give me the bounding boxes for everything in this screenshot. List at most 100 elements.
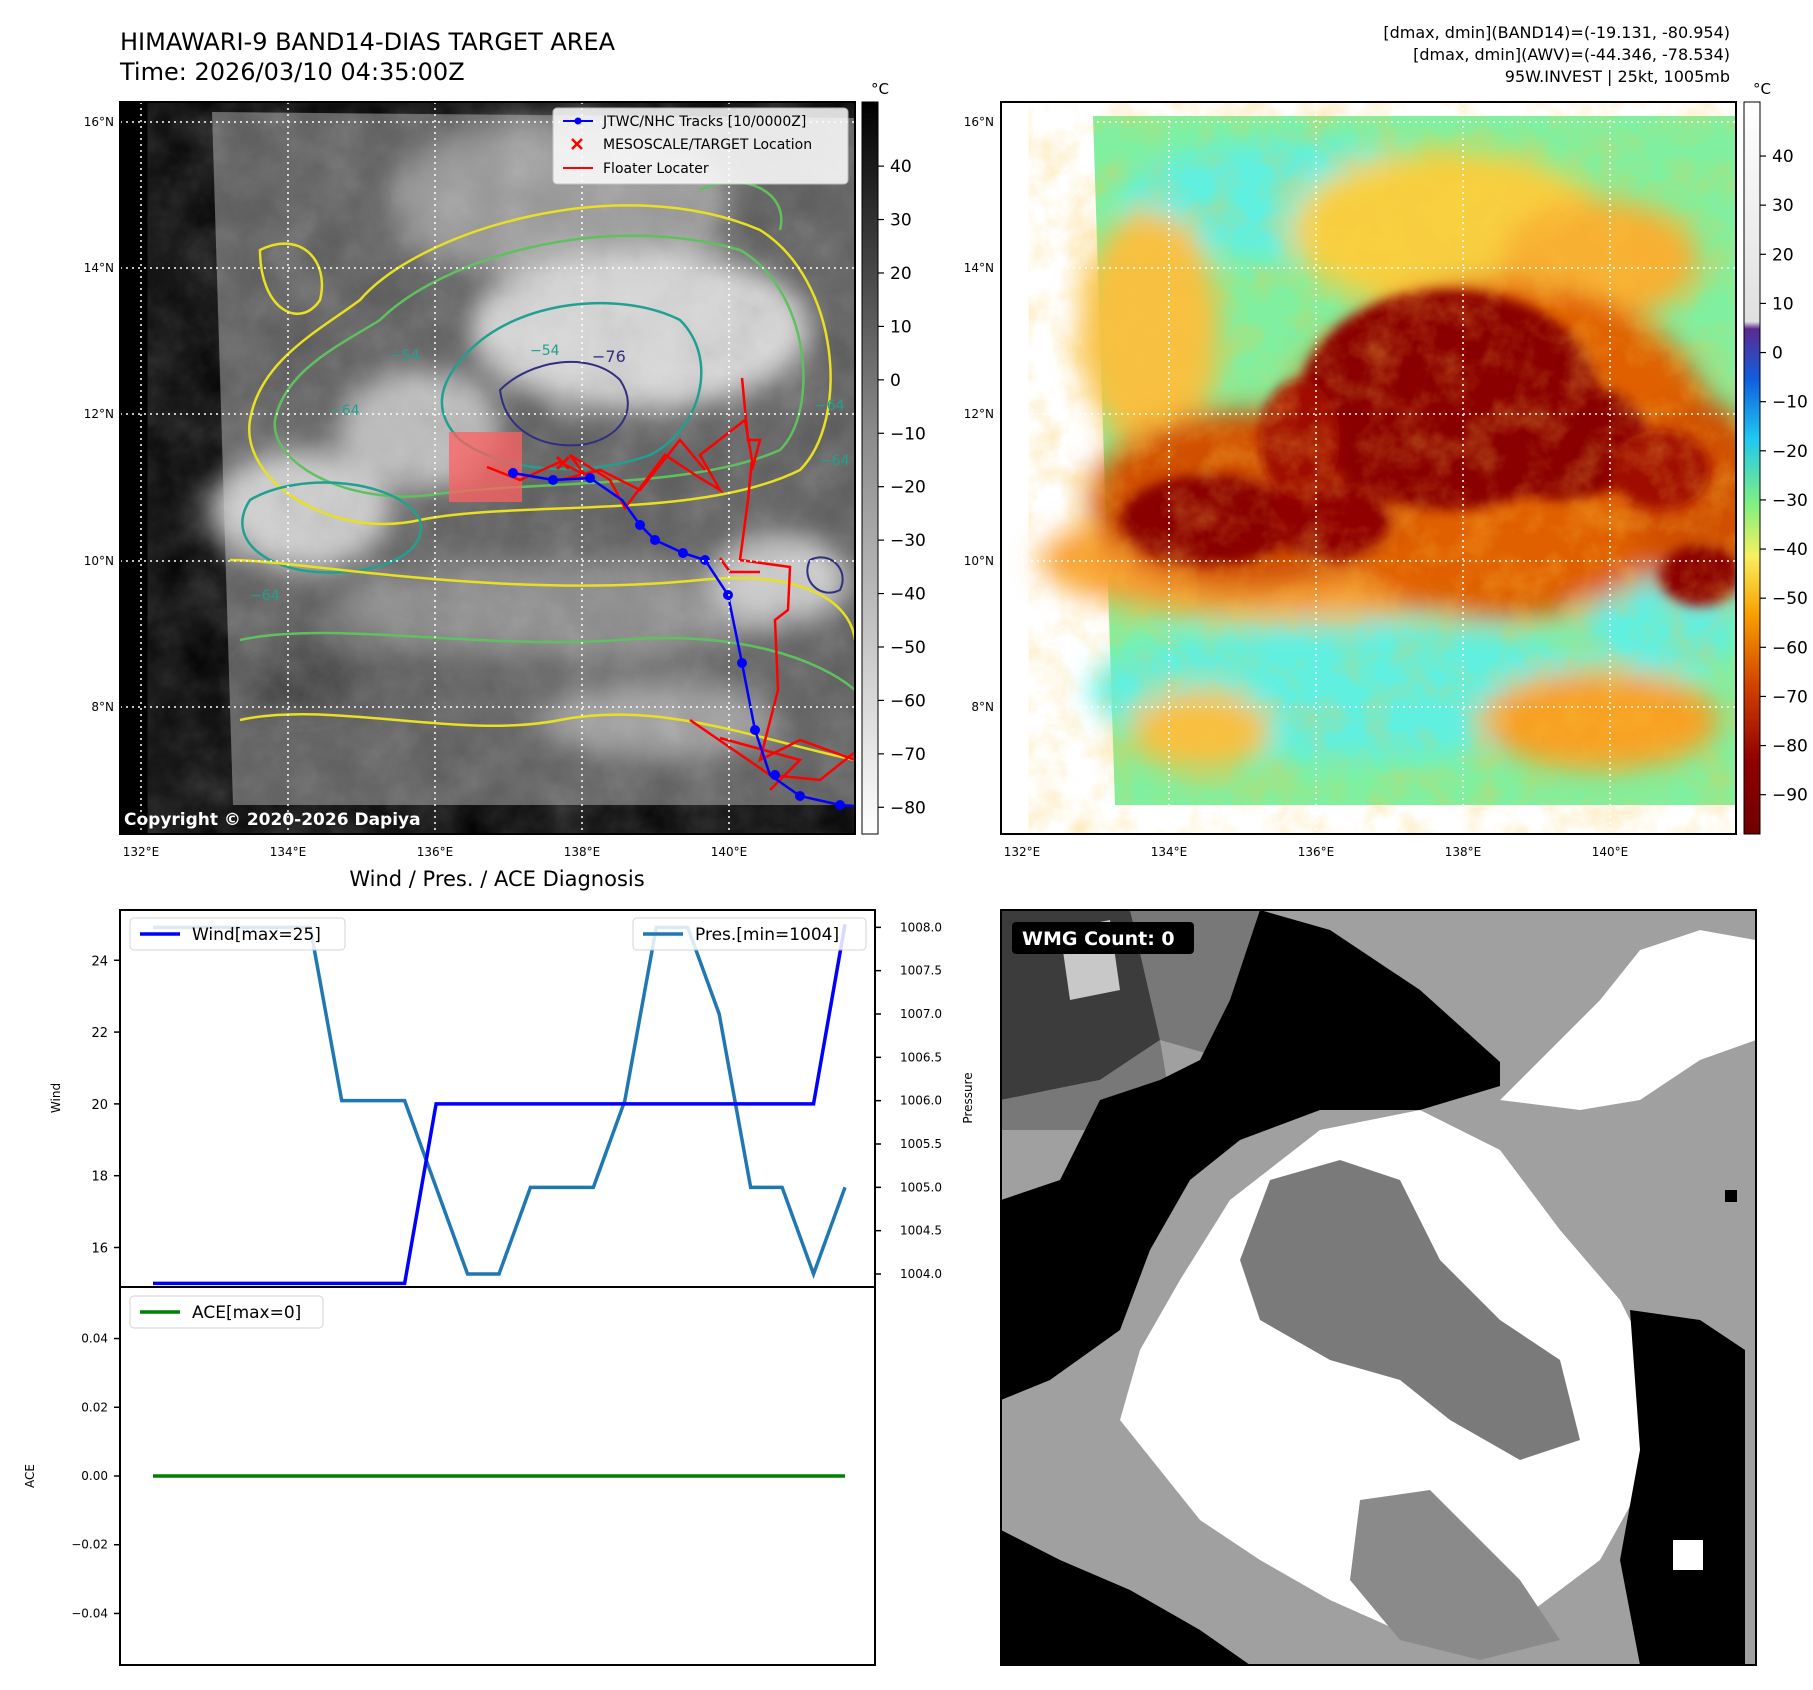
colorbar-tick-label: 20 xyxy=(1772,245,1794,265)
lat-tick: 10°N xyxy=(964,554,994,568)
wmg-count-text: WMG Count: 0 xyxy=(1022,928,1175,950)
contour-label: −64 xyxy=(330,403,360,419)
pressure-tick-label: 1007.5 xyxy=(900,964,942,978)
target-location-marker xyxy=(555,455,571,471)
ir-texture xyxy=(212,112,855,805)
lon-tick: 132°E xyxy=(123,845,160,859)
colorbar-tick-label: −40 xyxy=(1772,540,1808,560)
ir-contours xyxy=(229,180,855,762)
colorbar-tick-label: 10 xyxy=(890,317,912,337)
lat-tick: 16°N xyxy=(84,115,114,129)
wind-series-line xyxy=(153,924,847,1286)
figure-time: Time: 2026/03/10 04:35:00Z xyxy=(119,58,465,86)
lon-tick: 138°E xyxy=(1445,845,1482,859)
color-colorbar: °C 40 30 20 10 0 −10 −20 −30 −40 −50 −60 −70 −80 −90 xyxy=(1743,80,1808,835)
gray-colorbar-unit: °C xyxy=(871,80,889,98)
colorbar-tick-label: −50 xyxy=(1772,589,1808,609)
color-colorbar-bar xyxy=(1743,101,1761,835)
lat-tick: 12°N xyxy=(84,407,114,421)
gray-colorbar: °C 40 30 20 10 0 −10 −20 −30 −40 −50 −60 −70 −80 xyxy=(861,80,926,835)
colorbar-tick-label: −80 xyxy=(890,798,926,818)
wmg-black-band xyxy=(1001,910,1520,1400)
lat-tick: 14°N xyxy=(964,261,994,275)
awv-axis-labels: 132°E 134°E 136°E 138°E 140°E 16°N 14°N … xyxy=(964,115,1629,859)
pressure-tick-label: 1004.5 xyxy=(900,1224,942,1238)
awv-frame xyxy=(1000,101,1737,835)
colorbar-tick-label: −20 xyxy=(890,478,926,498)
legend-target-label: MESOSCALE/TARGET Location xyxy=(603,137,812,153)
ir-axis-labels: 132°E 134°E 136°E 138°E 140°E 16°N 14°N … xyxy=(84,115,748,859)
ace-legend-label: ACE[max=0] xyxy=(192,1303,301,1323)
ir-frame xyxy=(119,101,856,835)
target-area-box xyxy=(449,432,522,502)
lat-tick: 10°N xyxy=(84,554,114,568)
colorbar-tick-label: −20 xyxy=(1772,442,1808,462)
contour-label: −64 xyxy=(250,588,280,604)
ace-legend: ACE[max=0] xyxy=(129,1295,324,1329)
lon-tick: 134°E xyxy=(270,845,307,859)
pressure-tick-label: 1005.0 xyxy=(900,1180,942,1194)
colorbar-tick-label: −60 xyxy=(1772,638,1808,658)
colorbar-tick-label: 30 xyxy=(1772,196,1794,216)
colorbar-tick-label: 30 xyxy=(890,211,912,231)
wind-tick-label: 16 xyxy=(91,1242,108,1257)
ace-tick-label: 0.02 xyxy=(81,1400,108,1414)
wmg-gray-top xyxy=(1500,910,1756,1100)
lon-tick: 136°E xyxy=(1298,845,1335,859)
pressure-tick-label: 1008.0 xyxy=(900,920,942,934)
ir-gridlines xyxy=(120,102,855,834)
colorbar-tick-label: 10 xyxy=(1772,294,1794,314)
colorbar-tick-label: 0 xyxy=(1772,344,1783,364)
dmax-band14-text: [dmax, dmin](BAND14)=(-19.131, -80.954) xyxy=(1383,23,1730,42)
lat-tick: 12°N xyxy=(964,407,994,421)
wmg-gray-patch xyxy=(1605,1150,1625,1180)
lat-tick: 16°N xyxy=(964,115,994,129)
wind-tick-label: 24 xyxy=(91,954,108,969)
wmg-white-top xyxy=(1500,930,1756,1110)
pressure-tick-label: 1005.5 xyxy=(900,1137,942,1151)
colorbar-tick-label: −30 xyxy=(890,531,926,551)
colorbar-tick-label: 40 xyxy=(1772,147,1794,167)
contour-label: −76 xyxy=(592,347,626,366)
ace-tick-label: 0.00 xyxy=(81,1469,108,1483)
dmax-awv-text: [dmax, dmin](AWV)=(-44.346, -78.534) xyxy=(1413,45,1730,64)
copyright-text: Copyright © 2020-2026 Dapiya xyxy=(124,810,421,830)
color-colorbar-unit: °C xyxy=(1753,80,1771,98)
wmg-gray-core xyxy=(1240,1160,1580,1460)
wind-tick-label: 22 xyxy=(91,1026,108,1041)
colorbar-tick-label: −40 xyxy=(890,585,926,605)
contour-label: −54 xyxy=(390,348,420,364)
colorbar-tick-label: −70 xyxy=(1772,687,1808,707)
wmg-black-right xyxy=(1620,1310,1745,1665)
wmg-black-pixel xyxy=(1725,1190,1737,1202)
lon-tick: 140°E xyxy=(711,845,748,859)
awv-gridlines xyxy=(1001,102,1736,834)
gray-colorbar-bar xyxy=(861,101,879,835)
ace-tick-label: −0.02 xyxy=(71,1538,108,1552)
ace-chart: ACE 0.04 0.02 0.00 −0.02 −0.04 ACE[max=0] xyxy=(23,1286,876,1666)
pressure-tick-label: 1006.0 xyxy=(900,1094,942,1108)
lon-tick: 140°E xyxy=(1592,845,1629,859)
legend-floater-label: Floater Locater xyxy=(603,161,709,177)
wmg-panel: WMG Count: 0 xyxy=(1000,909,1757,1666)
wmg-count-badge xyxy=(1012,922,1194,954)
pressure-tick-label: 1007.0 xyxy=(900,1007,942,1021)
wind-legend-label: Wind[max=25] xyxy=(192,925,321,945)
colorbar-tick-label: 40 xyxy=(890,157,912,177)
ir-satellite-panel: −76 −64 −54 −64 −54 −64 −64 xyxy=(84,101,856,859)
colorbar-tick-label: −90 xyxy=(1772,786,1808,806)
floater-locater-path xyxy=(486,377,855,791)
figure-title: HIMAWARI-9 BAND14-DIAS TARGET AREA xyxy=(120,28,616,56)
storm-info-text: 95W.INVEST | 25kt, 1005mb xyxy=(1505,67,1730,86)
colorbar-tick-label: 20 xyxy=(890,264,912,284)
awv-texture xyxy=(1093,116,1736,805)
lat-tick: 14°N xyxy=(84,261,114,275)
colorbar-tick-label: −50 xyxy=(890,638,926,658)
wmg-white-patch xyxy=(1673,1540,1703,1570)
wind-pressure-chart: Wind Pressure 16 18 20 22 24 1004.0 1004.5 100… xyxy=(49,909,975,1288)
wmg-frame xyxy=(1000,909,1757,1666)
colorbar-tick-label: −10 xyxy=(1772,393,1808,413)
contour-label: −64 xyxy=(815,398,845,414)
ace-tick-label: 0.04 xyxy=(81,1332,108,1346)
